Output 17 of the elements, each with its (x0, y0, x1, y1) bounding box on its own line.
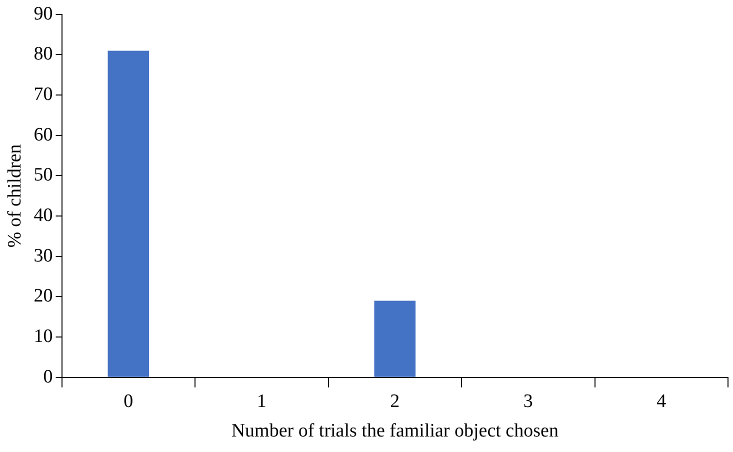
x-tick-label: 3 (523, 390, 533, 412)
y-tick-label: 0 (43, 366, 53, 388)
y-tick-label: 70 (34, 84, 53, 106)
y-tick-label: 30 (34, 245, 53, 266)
y-axis-title: % of children (4, 144, 26, 248)
y-tick-label: 20 (34, 286, 53, 307)
y-tick-label: 80 (34, 44, 53, 65)
x-tick-label: 4 (656, 390, 667, 412)
x-tick-label: 2 (390, 390, 400, 412)
x-tick-label: 1 (256, 390, 266, 412)
y-tick-label: 10 (34, 326, 53, 348)
x-axis-title: Number of trials the familiar object chosen (231, 420, 559, 442)
y-tick-label: 90 (34, 3, 53, 24)
y-tick-label: 50 (34, 164, 53, 186)
x-tick-label: 0 (124, 390, 134, 412)
y-tick-label: 40 (34, 205, 53, 226)
y-tick-label: 60 (34, 124, 53, 146)
